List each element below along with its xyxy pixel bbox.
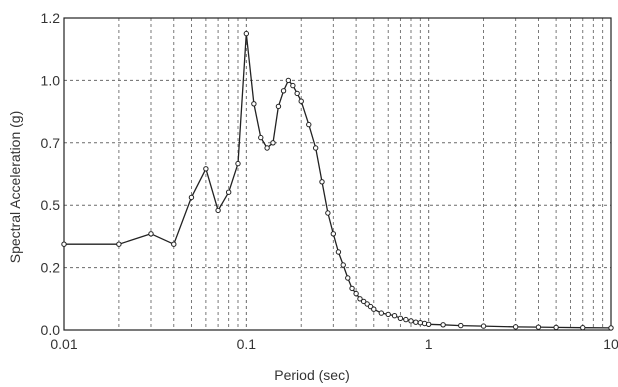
- data-point: [340, 262, 346, 268]
- y-tick-label: 0.7: [41, 135, 61, 151]
- data-point: [319, 179, 325, 185]
- y-axis-label: Spectral Acceleration (g): [7, 111, 23, 264]
- y-tick-label: 1.0: [41, 72, 61, 88]
- data-point: [285, 77, 292, 84]
- data-point: [417, 320, 424, 326]
- data-point: [330, 231, 337, 237]
- data-point: [364, 301, 370, 307]
- data-point: [378, 310, 385, 316]
- data-point: [458, 322, 464, 329]
- data-point: [480, 323, 487, 329]
- x-axis-label: Period (sec): [274, 367, 349, 383]
- y-tick-label: 0.5: [41, 197, 61, 213]
- data-point: [440, 322, 446, 328]
- data-point: [275, 103, 282, 110]
- data-point: [243, 30, 250, 37]
- data-point: [357, 296, 363, 302]
- data-point: [116, 241, 122, 247]
- data-point: [290, 82, 296, 89]
- data-point: [258, 134, 264, 141]
- data-point: [225, 189, 232, 195]
- data-point: [371, 306, 377, 312]
- data-point: [425, 321, 432, 327]
- tick-labels: 0.01 0.1 1 10 0.0 0.2 0.5 0.7 1.0 1.2: [41, 10, 618, 352]
- gridlines: [64, 18, 611, 330]
- x-tick-label: 0.1: [237, 336, 257, 352]
- data-point: [203, 166, 209, 172]
- y-tick-label: 0.2: [41, 260, 61, 276]
- data-point: [325, 210, 331, 216]
- data-point: [512, 324, 519, 330]
- data-point: [335, 249, 342, 255]
- data-point: [413, 319, 419, 325]
- data-point: [280, 88, 287, 94]
- series-line: [64, 32, 612, 329]
- data-point: [608, 325, 614, 331]
- data-point: [397, 315, 404, 321]
- data-point: [188, 194, 195, 201]
- y-tick-label: 0.0: [41, 322, 61, 338]
- data-point: [353, 290, 359, 297]
- data-point: [294, 90, 300, 97]
- data-point: [298, 98, 304, 104]
- data-point: [264, 145, 270, 151]
- data-point: [553, 324, 559, 331]
- y-tick-label: 1.2: [41, 10, 61, 26]
- data-point: [251, 101, 257, 107]
- x-tick-label: 1: [425, 336, 433, 352]
- data-point: [408, 318, 414, 324]
- series-layer: [61, 30, 614, 331]
- plot-border: [63, 17, 612, 331]
- data-point: [345, 275, 351, 281]
- data-point: [385, 311, 391, 318]
- data-point: [270, 140, 276, 146]
- data-point: [61, 241, 67, 247]
- x-tick-label: 0.01: [50, 336, 77, 352]
- data-point: [391, 313, 398, 319]
- data-point: [171, 241, 177, 247]
- data-point: [580, 324, 586, 331]
- data-point: [403, 316, 409, 323]
- data-point: [215, 207, 221, 214]
- x-tick-label: 10: [603, 336, 618, 352]
- data-point: [535, 324, 542, 330]
- plot-frame: [63, 17, 612, 331]
- data-point: [349, 285, 355, 292]
- data-point: [312, 145, 319, 151]
- data-point: [360, 298, 367, 305]
- data-point: [148, 231, 154, 237]
- data-point: [235, 160, 241, 167]
- data-point: [306, 121, 312, 128]
